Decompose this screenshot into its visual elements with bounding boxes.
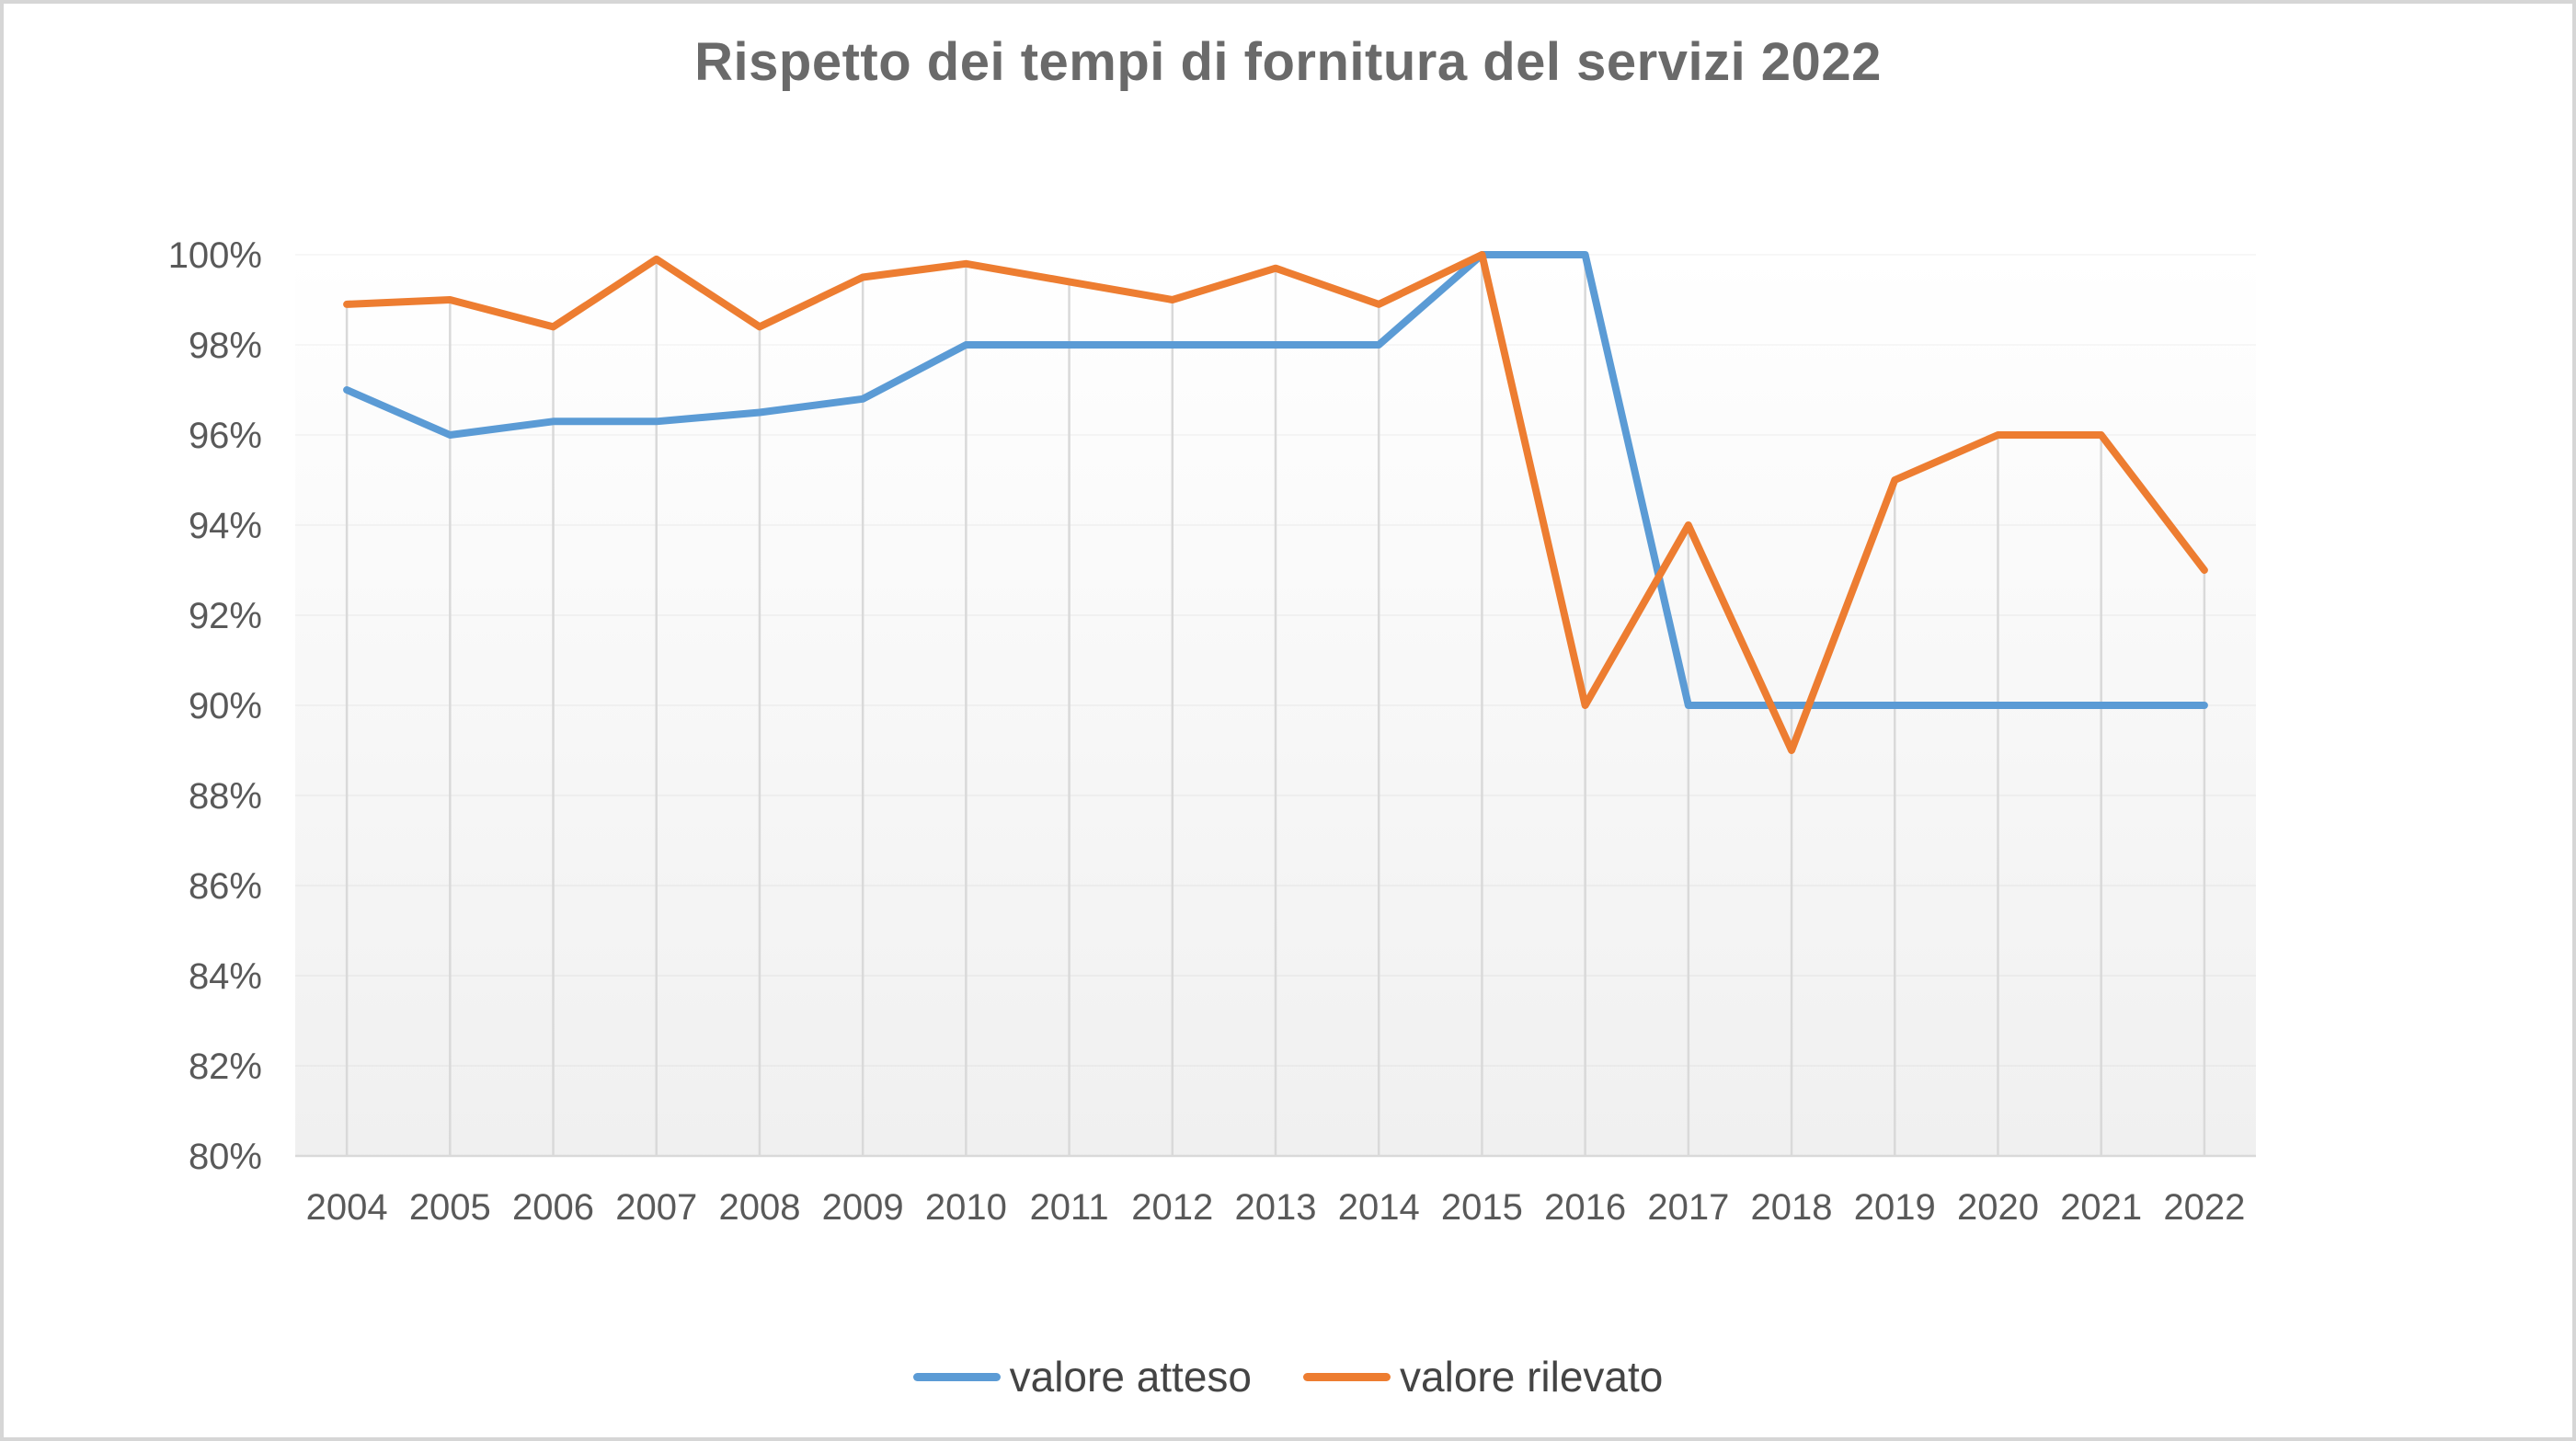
x-axis-tick-label: 2013 [1235,1187,1317,1228]
x-axis-tick-label: 2014 [1338,1187,1420,1228]
x-axis-tick-label: 2018 [1751,1187,1833,1228]
x-axis-tick-label: 2017 [1647,1187,1729,1228]
y-axis-tick-label: 80% [189,1137,262,1177]
x-axis-tick-label: 2006 [512,1187,594,1228]
y-axis-tick-label: 88% [189,776,262,817]
chart-title: Rispetto dei tempi di fornitura del serv… [694,32,1882,92]
y-axis-tick-label: 92% [189,596,262,636]
x-axis-tick-label: 2011 [1030,1187,1109,1228]
legend-swatch-valore-atteso-icon [912,1372,1001,1381]
legend-label-valore-rilevato: valore rilevato [1400,1353,1664,1401]
x-axis-tick-label: 2007 [615,1187,697,1228]
x-axis-tick-label: 2019 [1854,1187,1936,1228]
legend-item-valore-rilevato: valore rilevato [1303,1352,1663,1401]
x-axis-tick-label: 2009 [822,1187,904,1228]
y-axis-tick-labels: 80% 82% 84% 86% 88% 90% 92% 94% 96% 98% 100% [168,235,262,1177]
x-axis-tick-labels: 2004 2005 2006 2007 2008 2009 2010 2011 2012 2013… [306,1187,2246,1228]
y-axis-tick-label: 96% [189,416,262,456]
y-axis-tick-label: 94% [189,506,262,546]
y-axis-tick-label: 82% [189,1046,262,1087]
x-axis-tick-label: 2021 [2060,1187,2142,1228]
series-line-valore-rilevato [343,251,2208,754]
x-axis-tick-label: 2004 [306,1187,388,1228]
x-axis-tick-label: 2005 [409,1187,491,1228]
series-lines [343,251,2208,754]
y-axis-tick-label: 84% [189,956,262,997]
y-axis-tick-label: 90% [189,686,262,726]
x-axis-tick-label: 2022 [2163,1187,2245,1228]
x-axis-tick-label: 2008 [718,1187,800,1228]
y-axis-tick-label: 86% [189,866,262,907]
line-chart: 80%82%84%86%88%90%92%94%96%98%100% 2004 2… [168,235,2256,1228]
x-axis-tick-label: 2012 [1131,1187,1213,1228]
series-line-valore-atteso [343,251,2208,709]
legend-item-valore-atteso: valore atteso [912,1352,1253,1401]
x-axis-tick-label: 2015 [1441,1187,1523,1228]
vertical-drop-lines [345,255,2206,1156]
x-axis-tick-label: 2016 [1544,1187,1626,1228]
legend-swatch-valore-rilevato-icon [1303,1372,1391,1381]
x-axis-tick-label: 2020 [1957,1187,2039,1228]
y-axis-tick-label: 100% [168,235,262,276]
legend-label-valore-atteso: valore atteso [1009,1353,1253,1401]
y-axis-tick-label: 98% [189,326,262,366]
x-axis-tick-label: 2010 [925,1187,1007,1228]
legend: valore atteso valore rilevato [4,1352,2572,1401]
